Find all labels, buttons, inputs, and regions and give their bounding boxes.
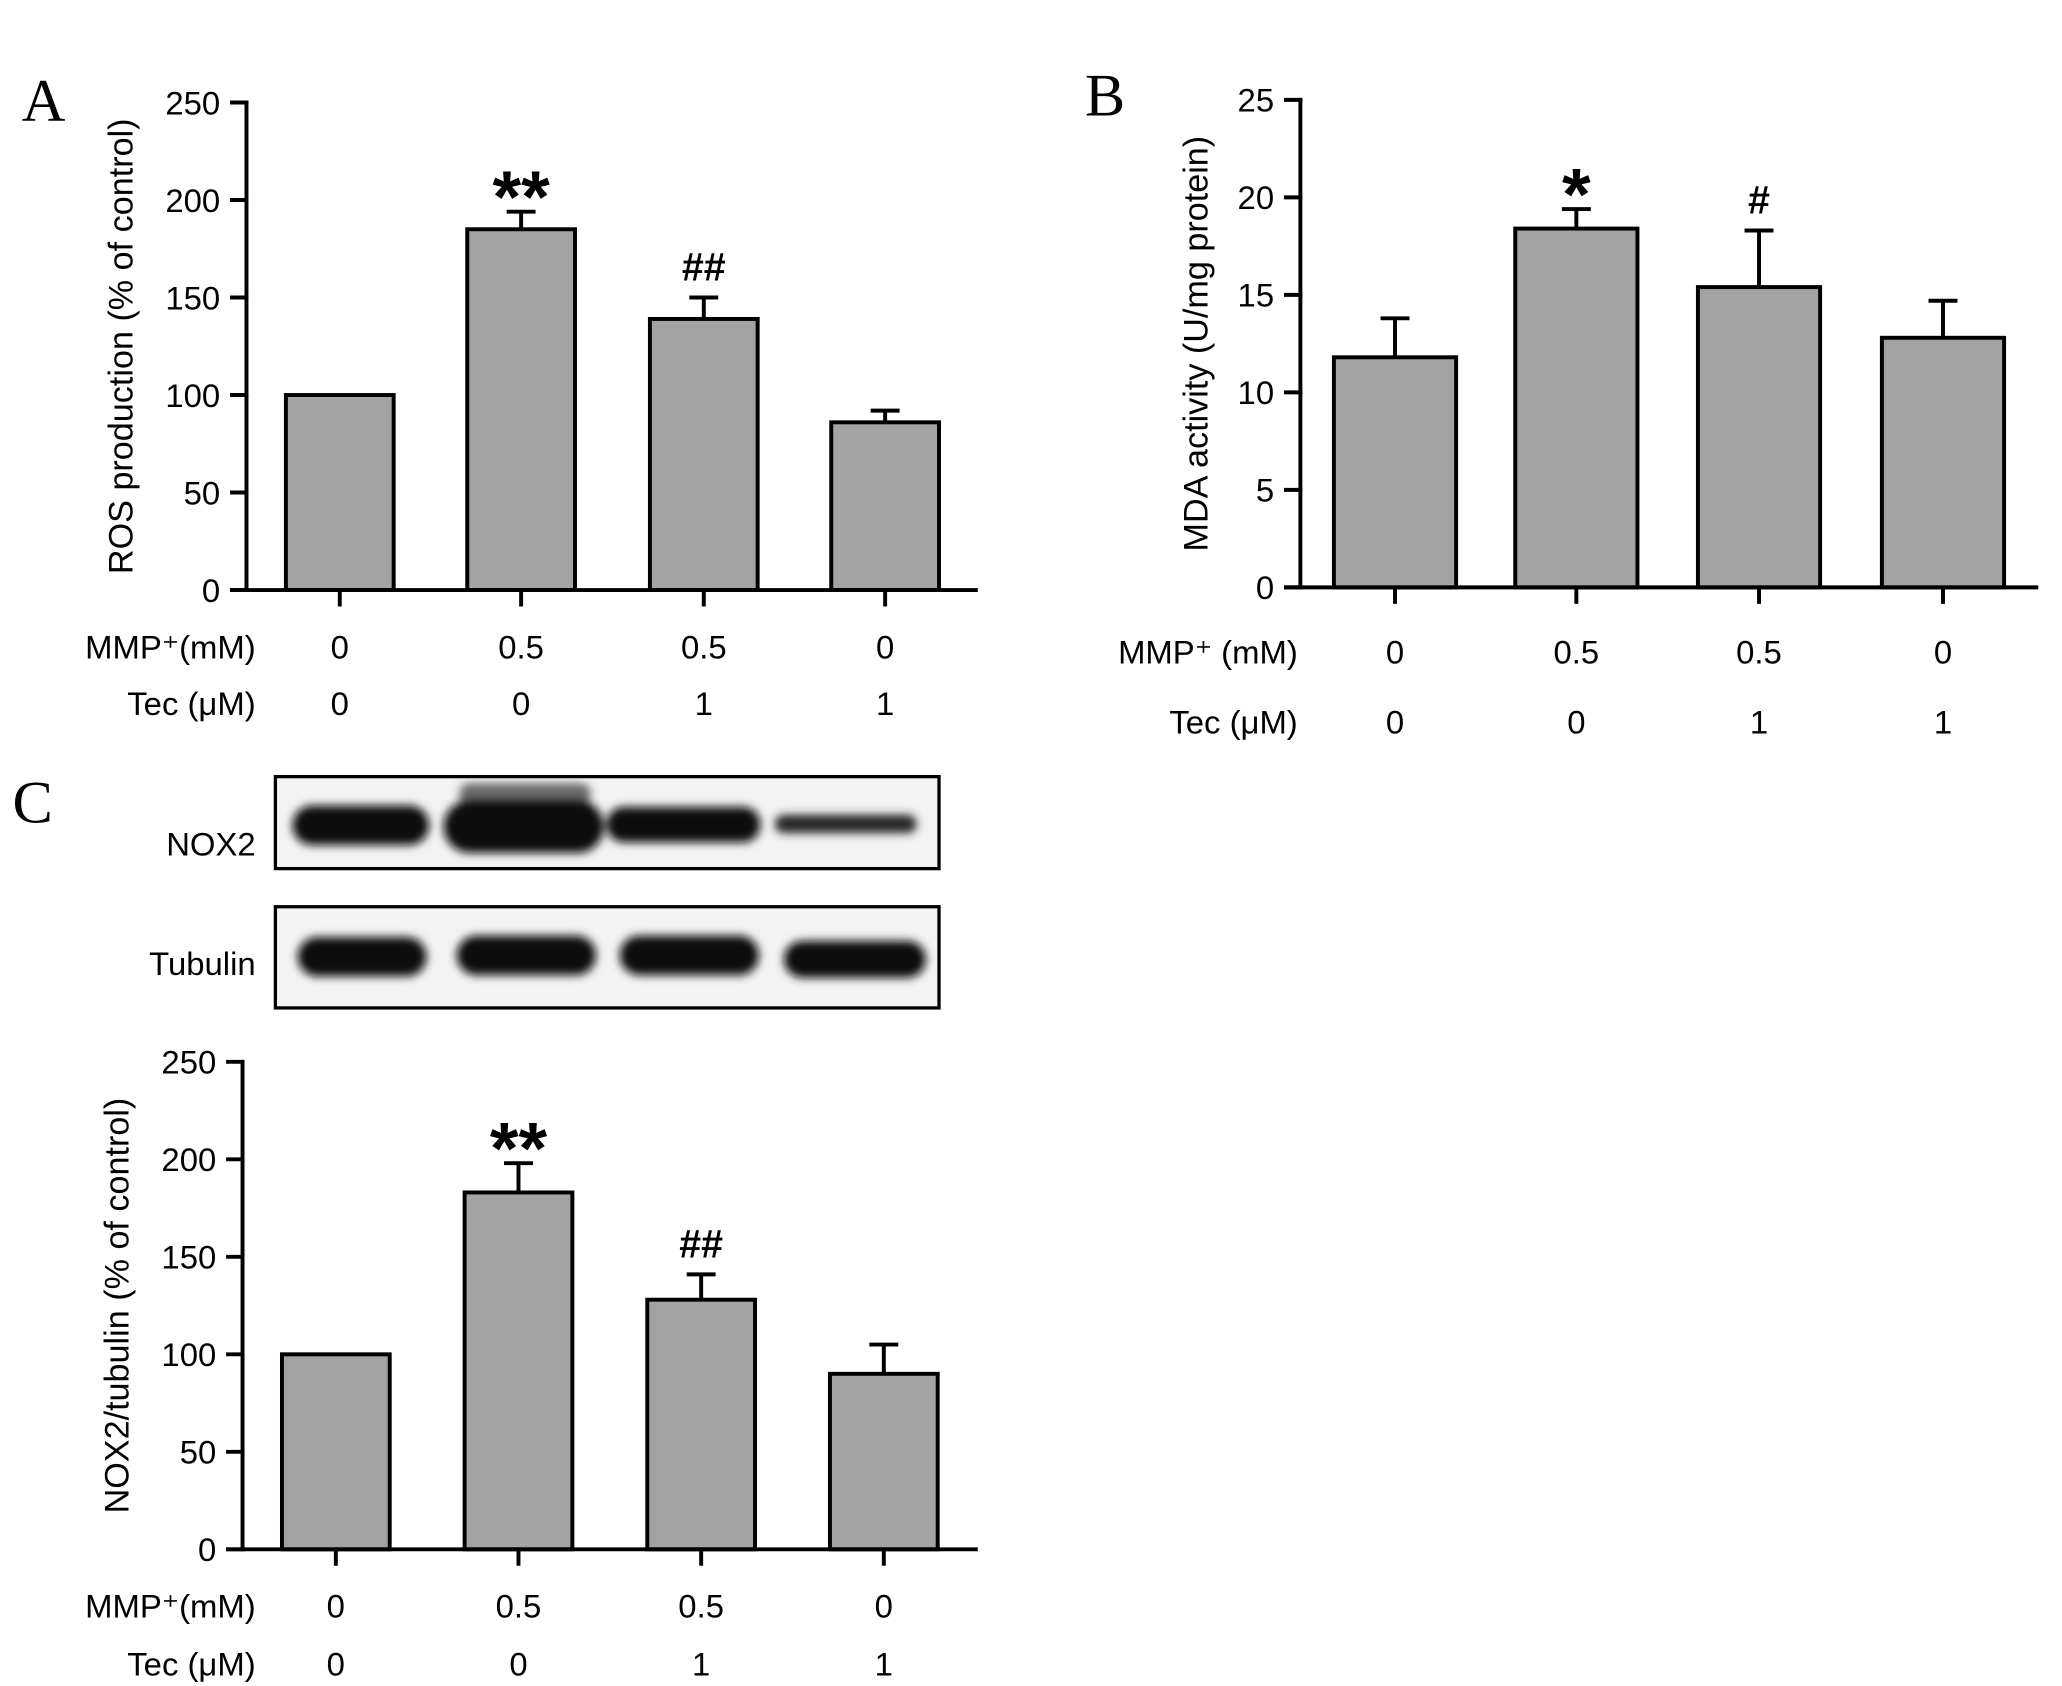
blot-row-label: Tubulin [149,945,256,982]
y-axis-label: MDA activity (U/mg protein) [1178,136,1216,552]
bar [1331,355,1459,590]
significance-marker: ## [679,1222,723,1266]
condition-value: 0 [509,1645,527,1682]
condition-value: 0.5 [1736,634,1782,671]
condition-value: 0.5 [1554,634,1600,671]
condition-row-label: MMP⁺(mM) [85,1588,256,1625]
bar [1695,285,1823,590]
bar [829,420,941,593]
condition-row-label: Tec (μM) [1169,703,1297,740]
bar [647,316,760,593]
condition-value: 0 [1386,703,1404,740]
blot-band [783,940,926,978]
blot-band [606,806,761,843]
y-tick-label: 200 [165,182,220,219]
y-tick-label: 50 [184,474,221,511]
condition-value: 0 [876,628,894,665]
y-tick-label: 10 [1238,374,1275,411]
condition-value: 0.5 [678,1588,724,1625]
y-tick-label: 0 [1256,569,1274,606]
condition-value: 0.5 [498,628,544,665]
y-tick-label: 50 [180,1434,217,1471]
condition-value: 0.5 [496,1588,542,1625]
significance-marker: ** [490,1107,548,1190]
bar [465,227,577,593]
condition-value: 0 [331,685,349,722]
y-tick-label: 100 [165,377,220,414]
bar [1879,335,2007,590]
y-tick-label: 150 [165,279,220,316]
condition-value: 1 [1934,703,1952,740]
panel-label: A [22,68,66,135]
condition-value: 0 [875,1588,893,1625]
condition-value: 0 [327,1588,345,1625]
condition-value: 0.5 [681,628,727,665]
condition-value: 1 [695,685,713,722]
condition-value: 0 [1567,703,1585,740]
y-tick-label: 250 [165,84,220,121]
y-tick-label: 0 [202,572,220,609]
blot-band [443,800,604,853]
y-tick-label: 25 [1238,82,1275,119]
y-axis-label: NOX2/tubulin (% of control) [99,1098,137,1514]
y-tick-label: 100 [161,1336,216,1373]
condition-row-label: Tec (μM) [127,1645,255,1682]
blot-row-nox2: NOX2 [166,774,941,871]
bar [462,1190,575,1552]
y-tick-label: 200 [161,1141,216,1178]
condition-value: 0 [1934,634,1952,671]
bar [283,393,396,593]
blot-row-label: NOX2 [166,825,255,862]
y-tick-label: 250 [161,1044,216,1081]
blot-band-smear [459,783,591,806]
y-tick-label: 15 [1238,277,1275,314]
condition-value: 1 [876,685,894,722]
condition-value: 1 [1750,703,1768,740]
bar [1513,226,1640,590]
y-axis-label: ROS production (% of control) [103,118,141,574]
significance-marker: # [1748,178,1770,222]
blot-band [292,805,430,845]
condition-row-label: MMP⁺ (mM) [1118,634,1298,671]
blot-band [619,935,759,976]
y-tick-label: 5 [1256,472,1274,509]
condition-value: 0 [1386,634,1404,671]
y-tick-label: 150 [161,1239,216,1276]
blot-row-tubulin: Tubulin [149,905,941,1010]
significance-marker: ** [492,155,550,238]
bar [645,1297,758,1552]
significance-marker: * [1562,153,1591,236]
significance-marker: ## [682,245,726,289]
y-tick-label: 20 [1238,179,1275,216]
condition-row-label: Tec (μM) [127,685,255,722]
condition-value: 0 [327,1645,345,1682]
condition-value: 0 [331,628,349,665]
y-tick-label: 0 [198,1531,216,1568]
blot-band [456,935,597,976]
panel-label: B [1085,63,1125,130]
condition-value: 1 [875,1645,893,1682]
condition-value: 0 [512,685,530,722]
bar [279,1352,392,1552]
bar [827,1371,940,1552]
blot-band [774,814,917,834]
panel-label: C [13,770,53,837]
condition-row-label: MMP⁺(mM) [85,628,256,665]
blot-band [297,936,427,977]
western-blot: NOX2 Tubulin [149,774,941,1010]
condition-value: 1 [692,1645,710,1682]
